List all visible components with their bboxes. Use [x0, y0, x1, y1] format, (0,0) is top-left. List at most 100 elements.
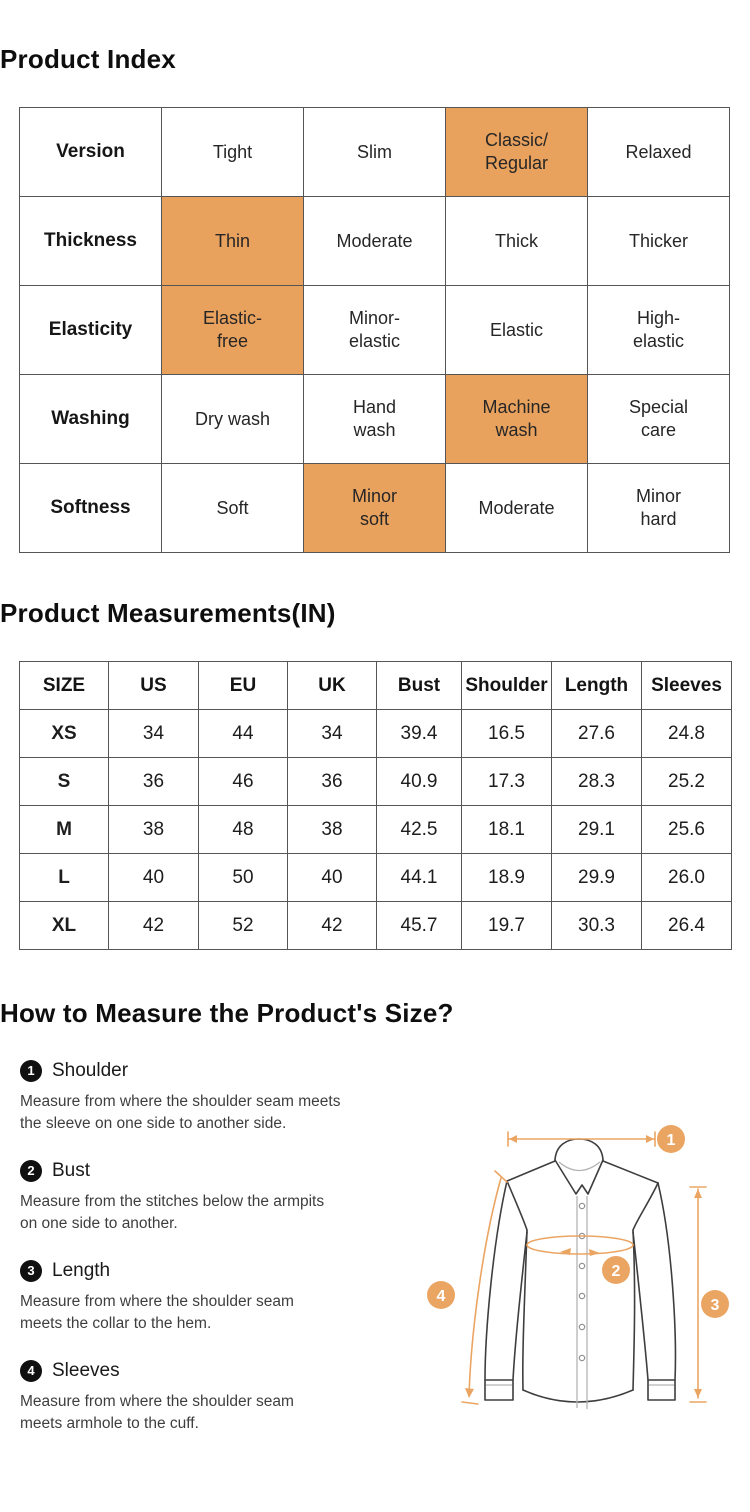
value-cell: 19.7 — [461, 901, 552, 951]
size-cell: S — [19, 757, 109, 807]
measure-instruction: 3 Length Measure from where the shoulder s… — [20, 1259, 440, 1335]
value-cell: 36 — [287, 757, 377, 807]
measure-header: Length — [551, 661, 642, 711]
product-index-row: Softness Soft Minor soft Moderate Minor hard — [19, 463, 730, 554]
badge-4-label: 4 — [437, 1288, 446, 1305]
value-cell: 16.5 — [461, 709, 552, 759]
measure-row: XL 42 52 42 45.7 19.7 30.3 26.4 — [19, 901, 732, 951]
product-index-row: Version Tight Slim Classic/ Regular Relaxed — [19, 107, 730, 198]
value-cell: 42.5 — [376, 805, 462, 855]
value-cell: 39.4 — [376, 709, 462, 759]
measure-instruction: 2 Bust Measure from the stitches below the… — [20, 1159, 440, 1235]
shirt-buttons — [578, 1202, 586, 1361]
option-cell: Soft — [161, 463, 304, 554]
value-cell: 30.3 — [551, 901, 642, 951]
attribute-label: Version — [19, 107, 162, 198]
shirt-detail-lines — [486, 1161, 674, 1409]
option-cell: High- elastic — [587, 285, 730, 376]
option-cell: Special care — [587, 374, 730, 465]
step-label: Shoulder — [52, 1059, 129, 1081]
measure-header: US — [108, 661, 199, 711]
badge-2-circle — [602, 1255, 630, 1284]
option-cell: Relaxed — [587, 107, 730, 198]
attribute-label: Washing — [19, 374, 162, 465]
option-cell-selected: Thin — [161, 196, 304, 287]
step-description: Measure from where the shoulder seam mee… — [20, 1092, 341, 1132]
value-cell: 40 — [108, 853, 199, 903]
measurements-table: SIZE US EU UK Bust Shoulder Length Sleeves XS 34… — [19, 661, 732, 951]
size-cell: XS — [19, 709, 109, 759]
step-description: Measure from where the shoulder seam mee… — [20, 1392, 294, 1432]
value-cell: 42 — [287, 901, 377, 951]
option-cell: Thick — [445, 196, 588, 287]
option-cell-selected: Minor soft — [303, 463, 446, 554]
value-cell: 45.7 — [376, 901, 462, 951]
step-number-badge: 3 — [20, 1259, 42, 1282]
option-cell: Minor- elastic — [303, 285, 446, 376]
value-cell: 44.1 — [376, 853, 462, 903]
value-cell: 34 — [287, 709, 377, 759]
value-cell: 29.1 — [551, 805, 642, 855]
size-cell: XL — [19, 901, 109, 951]
value-cell: 27.6 — [551, 709, 642, 759]
step-description: Measure from the stitches below the armp… — [20, 1192, 325, 1232]
measure-header: Bust — [376, 661, 462, 711]
product-index-row: Elasticity Elastic- free Minor- elastic Ela… — [19, 285, 730, 376]
option-cell: Slim — [303, 107, 446, 198]
size-cell: L — [19, 853, 109, 903]
product-index-row: Washing Dry wash Hand wash Machine wash Spec… — [19, 374, 730, 465]
measure-row: XS 34 44 34 39.4 16.5 27.6 24.8 — [19, 709, 732, 759]
measure-row: S 36 46 36 40.9 17.3 28.3 25.2 — [19, 757, 732, 807]
product-index-table: Version Tight Slim Classic/ Regular Relaxed T… — [19, 107, 730, 554]
value-cell: 26.0 — [641, 853, 732, 903]
shirt-icon — [484, 1137, 677, 1403]
step-number-badge: 1 — [20, 1059, 42, 1082]
option-cell: Elastic — [445, 285, 588, 376]
value-cell: 44 — [198, 709, 288, 759]
badge-4-circle — [427, 1280, 455, 1309]
value-cell: 38 — [287, 805, 377, 855]
measure-instruction: 1 Shoulder Measure from where the shoulder… — [20, 1059, 440, 1135]
measure-header: EU — [198, 661, 288, 711]
value-cell: 25.6 — [641, 805, 732, 855]
value-cell: 34 — [108, 709, 199, 759]
badge-1-label: 1 — [667, 1132, 676, 1149]
value-cell: 40 — [287, 853, 377, 903]
step-label: Bust — [52, 1159, 91, 1181]
value-cell: 17.3 — [461, 757, 552, 807]
how-to-section: 1 Shoulder Measure from where the shoulder… — [0, 1059, 750, 1472]
step-description: Measure from where the shoulder seam mee… — [20, 1292, 294, 1332]
diagram-badges: 1 2 3 4 — [427, 1124, 729, 1318]
attribute-label: Softness — [19, 463, 162, 554]
option-cell: Thicker — [587, 196, 730, 287]
option-cell: Minor hard — [587, 463, 730, 554]
measure-header: UK — [287, 661, 377, 711]
product-index-title: Product Index — [0, 44, 176, 74]
option-cell: Moderate — [445, 463, 588, 554]
badge-1-circle — [657, 1124, 685, 1153]
size-cell: M — [19, 805, 109, 855]
instruction-list: 1 Shoulder Measure from where the shoulder… — [0, 1059, 440, 1435]
value-cell: 25.2 — [641, 757, 732, 807]
measure-row: L 40 50 40 44.1 18.9 29.9 26.0 — [19, 853, 732, 903]
badge-2-label: 2 — [612, 1263, 621, 1280]
value-cell: 36 — [108, 757, 199, 807]
measure-row: M 38 48 38 42.5 18.1 29.1 25.6 — [19, 805, 732, 855]
value-cell: 26.4 — [641, 901, 732, 951]
value-cell: 18.1 — [461, 805, 552, 855]
value-cell: 24.8 — [641, 709, 732, 759]
value-cell: 48 — [198, 805, 288, 855]
step-number-badge: 4 — [20, 1359, 42, 1382]
value-cell: 42 — [108, 901, 199, 951]
value-cell: 46 — [198, 757, 288, 807]
value-cell: 52 — [198, 901, 288, 951]
option-cell-selected: Classic/ Regular — [445, 107, 588, 198]
attribute-label: Thickness — [19, 196, 162, 287]
measure-header: Sleeves — [641, 661, 732, 711]
measurement-arrows — [461, 1130, 707, 1405]
option-cell-selected: Machine wash — [445, 374, 588, 465]
measurements-header-row: SIZE US EU UK Bust Shoulder Length Sleeves — [19, 661, 732, 711]
value-cell: 18.9 — [461, 853, 552, 903]
value-cell: 29.9 — [551, 853, 642, 903]
option-cell: Tight — [161, 107, 304, 198]
